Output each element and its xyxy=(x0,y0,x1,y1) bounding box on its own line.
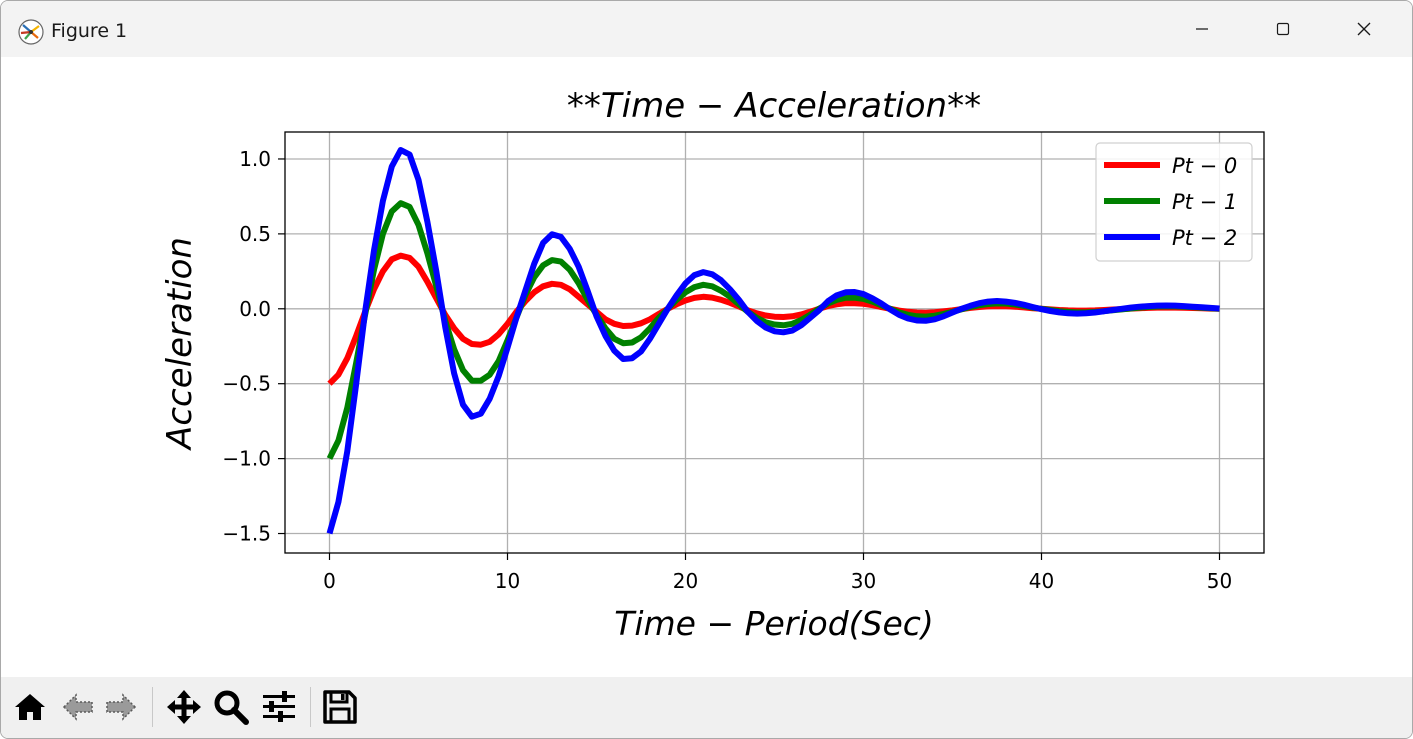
pan-icon xyxy=(167,690,201,724)
save-icon xyxy=(323,690,357,724)
forward-arrow-icon xyxy=(106,693,137,721)
x-tick-label: 0 xyxy=(323,569,336,593)
home-button[interactable] xyxy=(8,685,52,729)
figure-canvas[interactable]: 0 10 20 30 40 50 1.0 0.5 0.0 −0.5 −1.0 −1.5 **Time… xyxy=(1,57,1412,677)
axes-frame xyxy=(284,131,1265,554)
line-chart[interactable]: 0 10 20 30 40 50 1.0 0.5 0.0 −0.5 −1.0 −1.5 **Time… xyxy=(1,57,1412,677)
chart-title: **Time − Acceleration** xyxy=(567,86,981,126)
y-tick-label: 0.0 xyxy=(239,297,271,321)
y-axis-ticks: 1.0 0.5 0.0 −0.5 −1.0 −1.5 xyxy=(222,147,285,546)
toolbar-separator xyxy=(310,687,311,727)
y-tick-label: −0.5 xyxy=(222,372,271,396)
legend-label: Pt − 2 xyxy=(1172,226,1237,250)
y-tick-label: −1.5 xyxy=(222,522,271,546)
legend-box xyxy=(1095,142,1253,262)
minimize-button[interactable] xyxy=(1162,1,1242,57)
x-tick-label: 10 xyxy=(495,569,520,593)
x-tick-label: 30 xyxy=(851,569,876,593)
x-tick-label: 20 xyxy=(673,569,698,593)
legend-label: Pt − 0 xyxy=(1172,154,1237,178)
x-tick-label: 50 xyxy=(1207,569,1232,593)
close-icon xyxy=(1357,22,1371,36)
x-tick-label: 40 xyxy=(1029,569,1054,593)
x-axis-label: Time − Period(Sec) xyxy=(614,604,934,643)
close-button[interactable] xyxy=(1324,1,1404,57)
minimize-icon xyxy=(1196,28,1208,30)
pan-button[interactable] xyxy=(162,685,206,729)
y-tick-label: −1.0 xyxy=(222,447,271,471)
title-bar[interactable]: Figure 1 xyxy=(1,1,1412,57)
zoom-button[interactable] xyxy=(209,685,253,729)
y-tick-label: 0.5 xyxy=(239,222,271,246)
series-line-pt-2 xyxy=(326,147,1220,535)
configure-subplots-icon xyxy=(263,691,295,722)
series-lines xyxy=(326,147,1220,535)
save-button[interactable] xyxy=(318,685,362,729)
y-tick-label: 1.0 xyxy=(239,147,271,171)
window-title: Figure 1 xyxy=(51,20,128,42)
y-axis-label: Acceleration xyxy=(160,237,200,451)
navigation-toolbar xyxy=(1,677,1412,738)
back-button[interactable] xyxy=(56,685,100,729)
configure-subplots-button[interactable] xyxy=(257,685,301,729)
home-icon xyxy=(15,694,45,720)
x-axis-ticks: 0 10 20 30 40 50 xyxy=(323,553,1232,593)
zoom-icon xyxy=(214,690,249,725)
toolbar-separator xyxy=(152,687,153,727)
maximize-icon xyxy=(1276,22,1290,36)
matplotlib-logo-icon xyxy=(17,18,45,46)
legend: Pt − 0 Pt − 1 Pt − 2 xyxy=(1095,142,1253,262)
back-arrow-icon xyxy=(62,693,93,721)
maximize-button[interactable] xyxy=(1243,1,1323,57)
legend-label: Pt − 1 xyxy=(1172,190,1237,214)
forward-button[interactable] xyxy=(99,685,143,729)
